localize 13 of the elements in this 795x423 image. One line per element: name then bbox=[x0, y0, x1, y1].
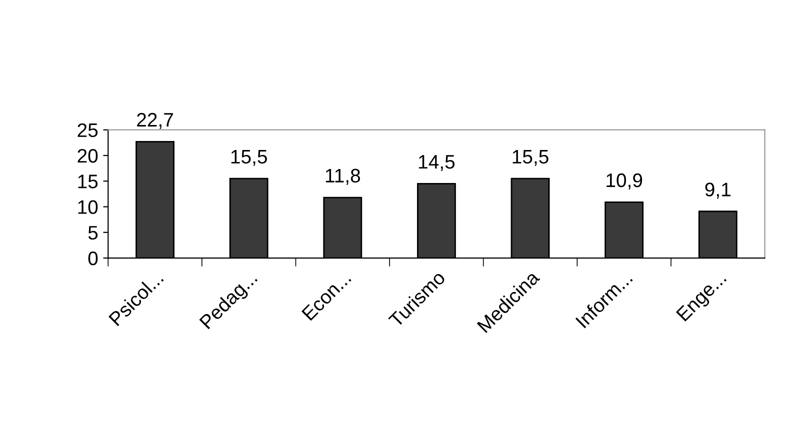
data-label: 14,5 bbox=[419, 155, 455, 172]
y-tick-label: 0 bbox=[88, 252, 98, 266]
y-tick-label: 15 bbox=[78, 174, 98, 188]
y-tick-label: 20 bbox=[78, 148, 98, 163]
y-tick-label: 5 bbox=[88, 226, 98, 240]
data-label: 15,5 bbox=[512, 150, 548, 166]
y-tick-label: 25 bbox=[78, 123, 98, 138]
data-label: 15,5 bbox=[231, 150, 267, 166]
data-label: 11,8 bbox=[326, 168, 360, 185]
data-label: 22,7 bbox=[137, 112, 173, 129]
data-label: 9,1 bbox=[705, 182, 730, 199]
data-label: 10,9 bbox=[606, 173, 642, 190]
y-tick-label: 10 bbox=[78, 200, 98, 214]
